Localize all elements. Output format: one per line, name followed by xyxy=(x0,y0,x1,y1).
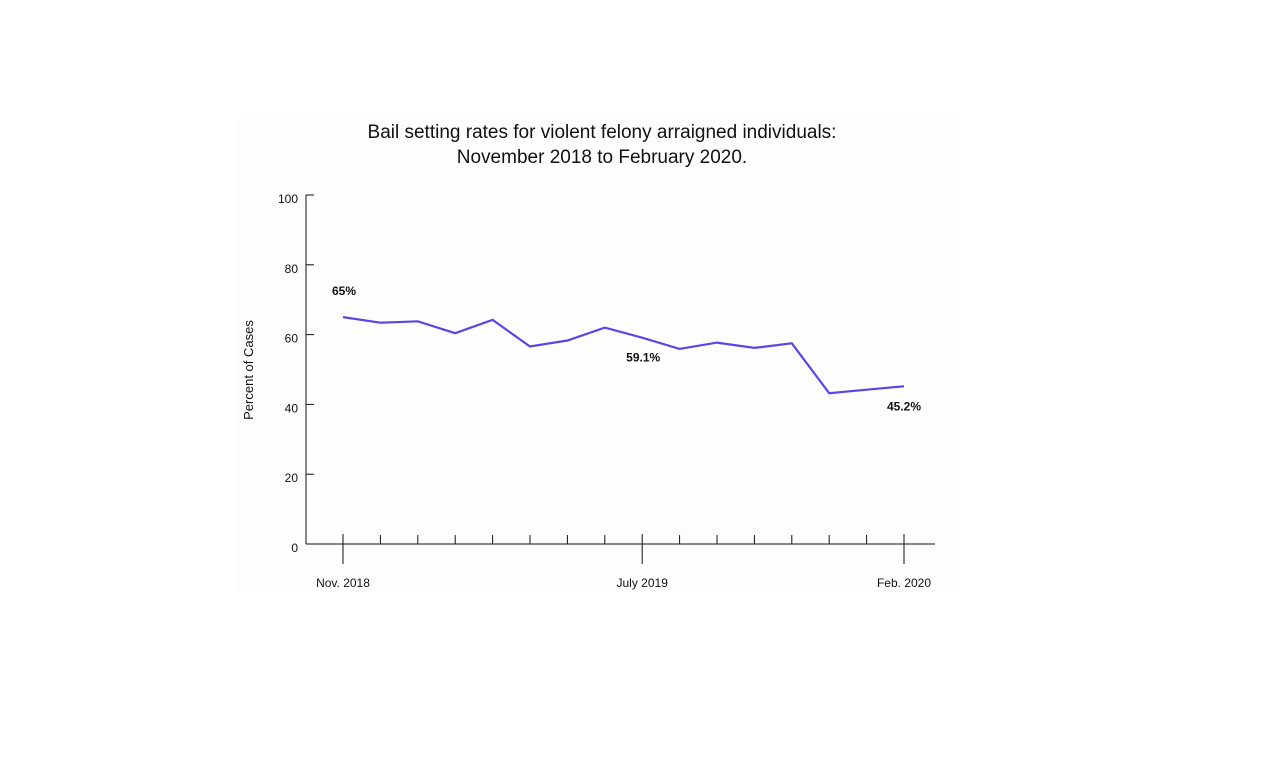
x-axis-ticks: Nov. 2018 July 2019 Feb. 2020 xyxy=(316,534,931,590)
chart-subtitle: November 2018 to February 2020. xyxy=(456,147,748,168)
y-tick-label: 40 xyxy=(285,401,299,415)
data-label: 59.1% xyxy=(626,351,660,365)
y-tick-label: 20 xyxy=(285,471,299,485)
chart-panel xyxy=(238,118,956,592)
chart-title: Bail setting rates for violent felony ar… xyxy=(238,120,966,170)
y-tick-label: 0 xyxy=(291,541,298,555)
x-tick-label: Feb. 2020 xyxy=(877,576,931,590)
y-axis-ticks: 0 20 40 60 80 100 xyxy=(278,192,314,555)
data-label: 45.2% xyxy=(887,399,921,413)
data-annotations: 65% 59.1% 45.2% xyxy=(332,284,921,413)
x-tick-label: July 2019 xyxy=(617,576,669,590)
x-tick-label: Nov. 2018 xyxy=(316,576,370,590)
chart-title-line-1: Bail setting rates for violent felony ar… xyxy=(367,122,837,143)
y-tick-label: 60 xyxy=(285,332,299,346)
y-tick-label: 80 xyxy=(285,262,299,276)
y-tick-label: 100 xyxy=(278,192,298,206)
data-label: 65% xyxy=(332,284,356,298)
series-line xyxy=(342,316,905,395)
y-axis-title: Percent of Cases xyxy=(241,320,256,420)
